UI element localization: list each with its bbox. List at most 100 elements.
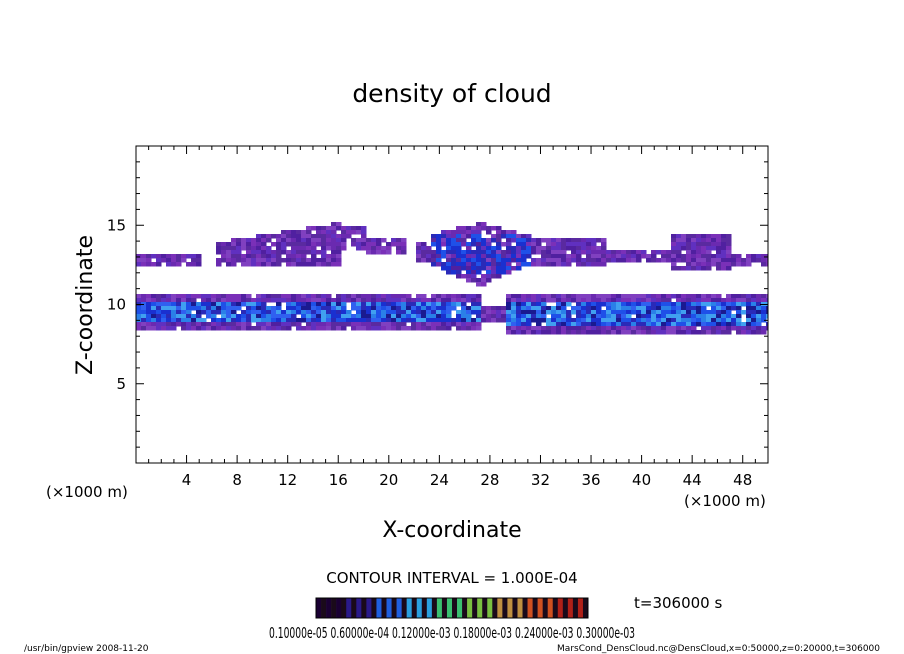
- heatmap-cell: [371, 302, 377, 307]
- heatmap-cell: [686, 234, 692, 239]
- heatmap-cell: [336, 306, 342, 311]
- heatmap-cell: [526, 302, 532, 307]
- heatmap-cell: [476, 282, 482, 287]
- heatmap-cell: [466, 318, 472, 323]
- heatmap-cell: [566, 318, 572, 323]
- heatmap-cell: [231, 242, 237, 247]
- heatmap-cell: [666, 250, 672, 255]
- heatmap-cell: [146, 306, 152, 311]
- heatmap-cell: [321, 234, 327, 239]
- heatmap-cell: [341, 318, 347, 323]
- heatmap-cell: [646, 330, 652, 335]
- heatmap-cell: [681, 254, 687, 259]
- heatmap-cell: [521, 302, 527, 307]
- heatmap-cell: [311, 302, 317, 307]
- heatmap-cell: [671, 242, 677, 247]
- heatmap-cell: [441, 310, 447, 315]
- heatmap-cell: [476, 226, 482, 231]
- x-tick-label: 16: [329, 471, 348, 489]
- heatmap-cell: [461, 326, 467, 331]
- heatmap-cell: [336, 238, 342, 243]
- heatmap-cell: [686, 298, 692, 303]
- heatmap-cell: [471, 266, 477, 271]
- heatmap-cell: [496, 310, 502, 315]
- heatmap-cell: [766, 254, 768, 259]
- colorbar-labels: 0.10000e-05 0.60000e-04 0.12000e-03 0.18…: [269, 624, 635, 642]
- heatmap-cell: [221, 318, 227, 323]
- heatmap-cell: [661, 326, 667, 331]
- heatmap-cell: [511, 234, 517, 239]
- heatmap-cell: [466, 246, 472, 251]
- heatmap-cell: [226, 314, 232, 319]
- heatmap-cell: [591, 250, 597, 255]
- heatmap-cell: [756, 302, 762, 307]
- heatmap-cell: [316, 238, 322, 243]
- heatmap-cell: [321, 258, 327, 263]
- heatmap-cell: [706, 258, 712, 263]
- heatmap-cell: [366, 306, 372, 311]
- heatmap-cell: [571, 242, 577, 247]
- heatmap-cell: [171, 294, 177, 299]
- heatmap-cell: [291, 306, 297, 311]
- heatmap-cell: [311, 254, 317, 259]
- heatmap-cell: [706, 254, 712, 259]
- colorbar-segment: [401, 598, 407, 618]
- heatmap-cell: [381, 326, 387, 331]
- heatmap-cell: [361, 322, 367, 327]
- heatmap-cell: [601, 246, 607, 251]
- heatmap-cell: [461, 298, 467, 303]
- x-tick-label: 24: [430, 471, 449, 489]
- heatmap-cell: [471, 230, 477, 235]
- heatmap-cell: [561, 262, 567, 267]
- heatmap-cell: [661, 330, 667, 335]
- heatmap-cell: [486, 278, 492, 283]
- heatmap-cell: [746, 318, 752, 323]
- heatmap-cell: [281, 246, 287, 251]
- colorbar-segment: [547, 598, 554, 618]
- heatmap-cell: [721, 310, 727, 315]
- heatmap-cell: [161, 302, 167, 307]
- heatmap-cell: [621, 250, 627, 255]
- heatmap-cell: [626, 314, 632, 319]
- heatmap-cell: [451, 238, 457, 243]
- heatmap-cell: [326, 234, 332, 239]
- heatmap-cell: [306, 230, 312, 235]
- heatmap-cell: [301, 258, 307, 263]
- heatmap-cell: [221, 314, 227, 319]
- heatmap-cell: [526, 298, 532, 303]
- heatmap-cell: [276, 318, 282, 323]
- heatmap-cell: [261, 246, 267, 251]
- heatmap-cell: [401, 294, 407, 299]
- heatmap-cell: [711, 238, 717, 243]
- heatmap-cell: [301, 262, 307, 267]
- heatmap-cell: [436, 298, 442, 303]
- heatmap-cell: [151, 322, 157, 327]
- heatmap-cell: [621, 298, 627, 303]
- heatmap-cell: [356, 322, 362, 327]
- heatmap-cell: [601, 294, 607, 299]
- heatmap-cell: [256, 294, 262, 299]
- heatmap-cell: [446, 318, 452, 323]
- heatmap-cell: [486, 238, 492, 243]
- heatmap-cell: [521, 306, 527, 311]
- heatmap-cell: [676, 258, 682, 263]
- heatmap-cell: [631, 254, 637, 259]
- heatmap-cell: [596, 306, 602, 311]
- heatmap-cell: [161, 314, 167, 319]
- heatmap-cell: [411, 322, 417, 327]
- colorbar-segment: [341, 598, 347, 618]
- heatmap-cell: [286, 294, 292, 299]
- heatmap-cell: [436, 238, 442, 243]
- heatmap-cell: [451, 250, 457, 255]
- heatmap-cell: [466, 242, 472, 247]
- heatmap-cell: [431, 298, 437, 303]
- heatmap-cell: [591, 326, 597, 331]
- heatmap-cell: [231, 238, 237, 243]
- heatmap-cell: [696, 266, 702, 271]
- heatmap-cell: [651, 310, 657, 315]
- heatmap-cell: [486, 246, 492, 251]
- heatmap-cell: [701, 314, 707, 319]
- x-tick-label: 12: [278, 471, 297, 489]
- heatmap-cell: [386, 250, 392, 255]
- heatmap-cell: [141, 314, 147, 319]
